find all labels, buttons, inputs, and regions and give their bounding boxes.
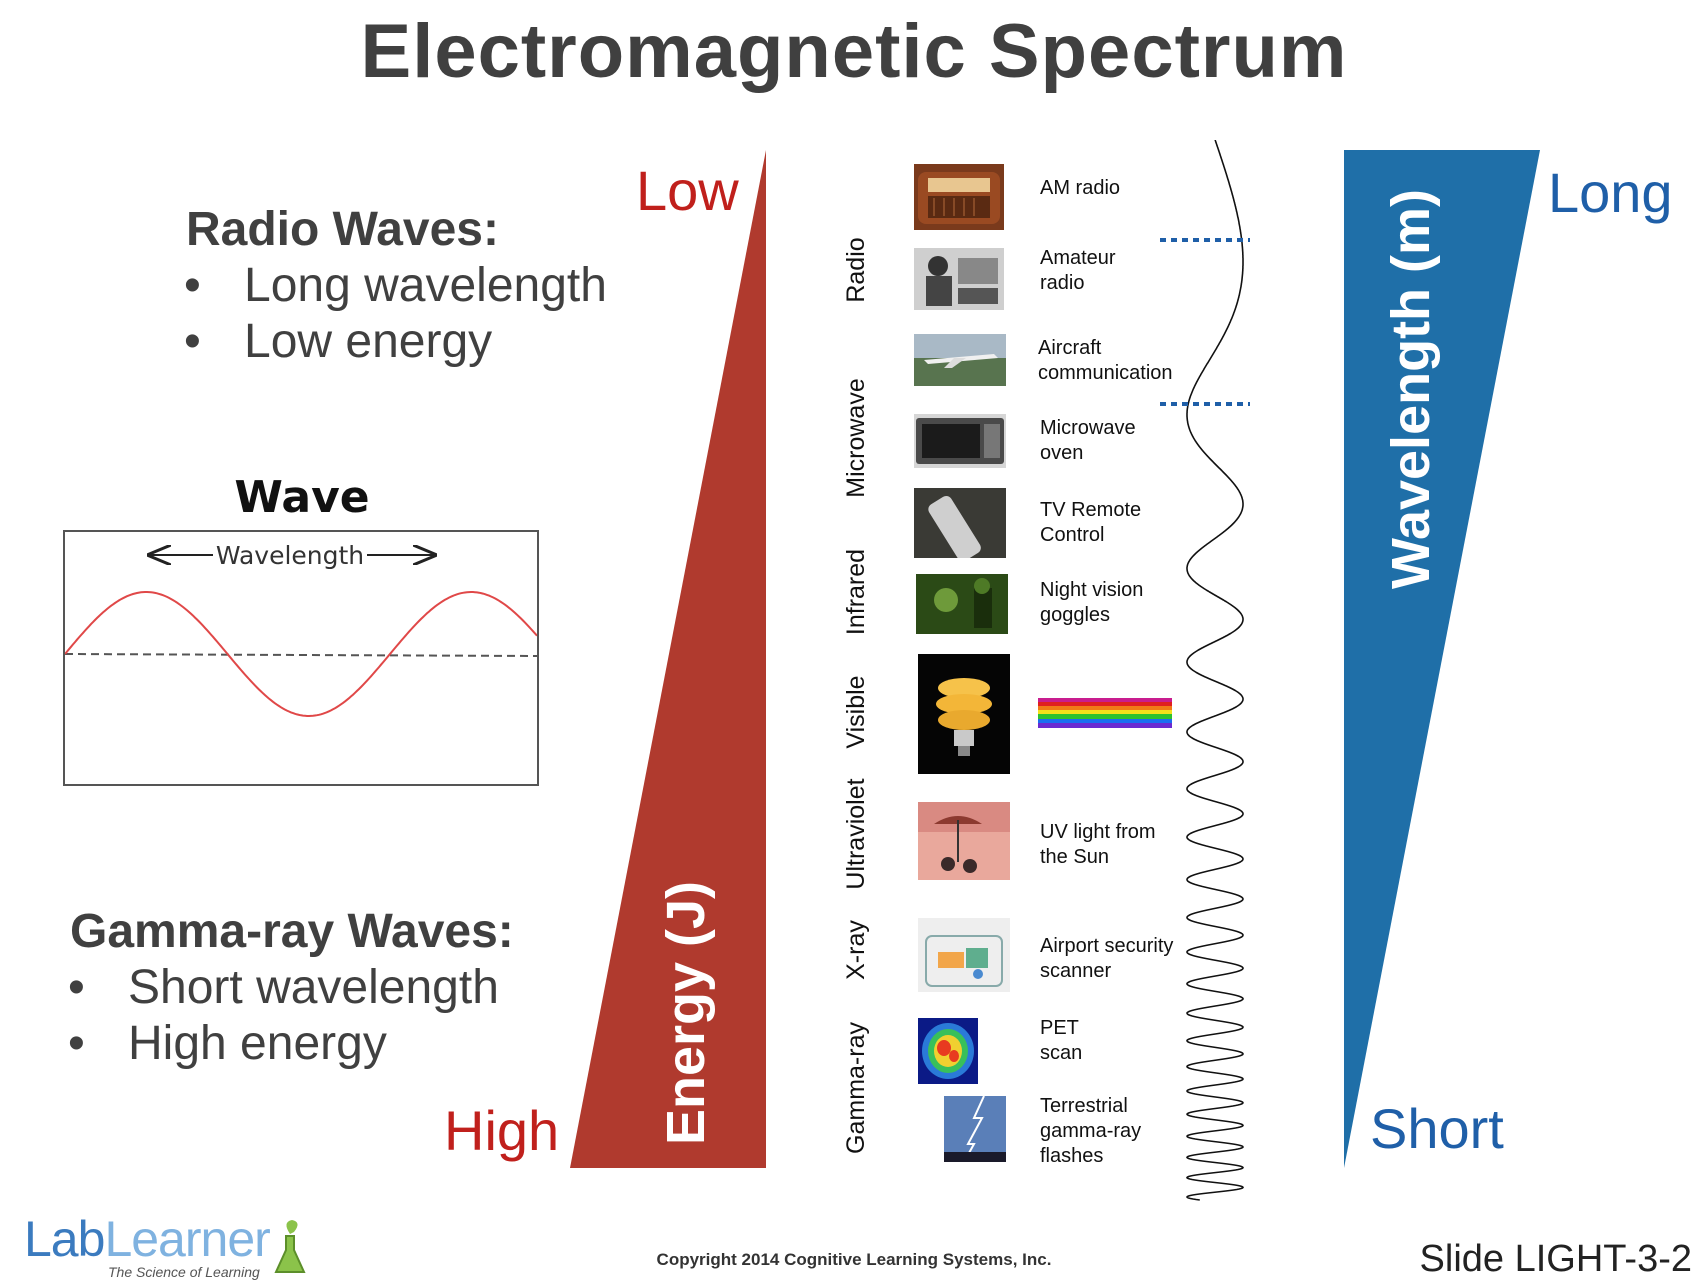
wavelength-long-label: Long [1548, 161, 1673, 224]
spectrum-wave [1160, 140, 1250, 1201]
logo-lab-text: Lab [24, 1211, 105, 1267]
item-uv-light: UV light from the Sun [1040, 821, 1156, 868]
lightning-photo-icon [944, 1096, 1006, 1162]
energy-triangle [570, 150, 766, 1168]
gamma-bullet-2: • High energy [68, 1017, 387, 1070]
item-tv-remote: TV Remote Control [1040, 499, 1142, 546]
radio-section: Radio Waves: [186, 202, 499, 257]
category-microwave: Microwave [842, 378, 870, 498]
radio-bullet-2-text: Low energy [244, 315, 493, 368]
beach-photo-icon [918, 802, 1010, 880]
xray-bag-photo-icon [918, 918, 1010, 992]
night-vision-photo-icon [916, 574, 1008, 634]
spectrum-chirp-line [1185, 140, 1244, 1201]
energy-low-label: Low [636, 159, 739, 222]
gamma-bullet-2-text: High energy [128, 1017, 387, 1070]
radio-bullet-1: • Long wavelength [184, 259, 607, 312]
wave-axis [64, 653, 538, 657]
light-bulb-photo-icon [918, 654, 1010, 774]
gamma-heading: Gamma-ray Waves: [70, 905, 514, 958]
category-xray: X-ray [842, 920, 870, 980]
gamma-bullet-1: • Short wavelength [68, 961, 499, 1014]
item-gamma-flashes: Terrestrial gamma-ray flashes [1040, 1095, 1142, 1167]
energy-axis-label: Energy (J) [656, 880, 716, 1146]
item-microwave-oven: Microwave oven [1040, 417, 1136, 464]
wave-diagram-title: Wave [234, 472, 370, 523]
item-night-vision: Night vision goggles [1040, 579, 1144, 626]
wavelength-label: Wavelength [216, 541, 364, 570]
energy-high-label: High [444, 1099, 560, 1162]
remote-photo-icon [914, 488, 1006, 558]
item-airport-scanner: Airport security scanner [1040, 935, 1174, 982]
item-amateur-radio: Amateur radio [1040, 247, 1116, 294]
flask-icon [274, 1220, 306, 1273]
radio-heading: Radio Waves: [186, 203, 499, 256]
airplane-photo-icon [914, 334, 1006, 386]
radio-bullet-2: • Low energy [184, 315, 493, 368]
item-aircraft: Aircraft communication [1038, 337, 1173, 384]
item-am-radio: AM radio [1040, 177, 1121, 199]
item-pet-scan: PET scan [1040, 1017, 1083, 1064]
category-visible: Visible [842, 675, 870, 749]
wave-diagram: Wavelength [63, 530, 539, 786]
page-title: Electromagnetic Spectrum [360, 9, 1348, 94]
microwave-photo-icon [914, 414, 1006, 468]
copyright-text: Copyright 2014 Cognitive Learning System… [656, 1250, 1052, 1269]
category-gamma: Gamma-ray [842, 1022, 870, 1154]
category-radio: Radio [842, 237, 870, 303]
gamma-bullet-1-text: Short wavelength [128, 961, 499, 1014]
radio-photo-icon [914, 164, 1004, 230]
logo-learner-text: Learner [104, 1211, 270, 1267]
wavelength-triangle [1344, 150, 1540, 1168]
wave-diagram-svg: Wavelength [64, 541, 538, 717]
lablearner-logo: LabLearner [24, 1210, 271, 1268]
pet-scan-photo-icon [918, 1018, 978, 1084]
slide-id: Slide LIGHT-3-2 [1419, 1238, 1692, 1280]
wavelength-axis-label: Wavelength (m) [1381, 188, 1441, 589]
radio-bullet-1-text: Long wavelength [244, 259, 607, 312]
wavelength-wedge [1344, 150, 1540, 1168]
energy-wedge [570, 150, 766, 1168]
category-infrared: Infrared [842, 548, 870, 636]
sine-wave [64, 591, 538, 717]
category-ultraviolet: Ultraviolet [842, 778, 870, 890]
wavelength-short-label: Short [1370, 1097, 1504, 1160]
ham-operator-photo-icon [914, 248, 1004, 310]
visible-spectrum-bar [1038, 698, 1172, 728]
logo-tagline: The Science of Learning [108, 1264, 260, 1280]
